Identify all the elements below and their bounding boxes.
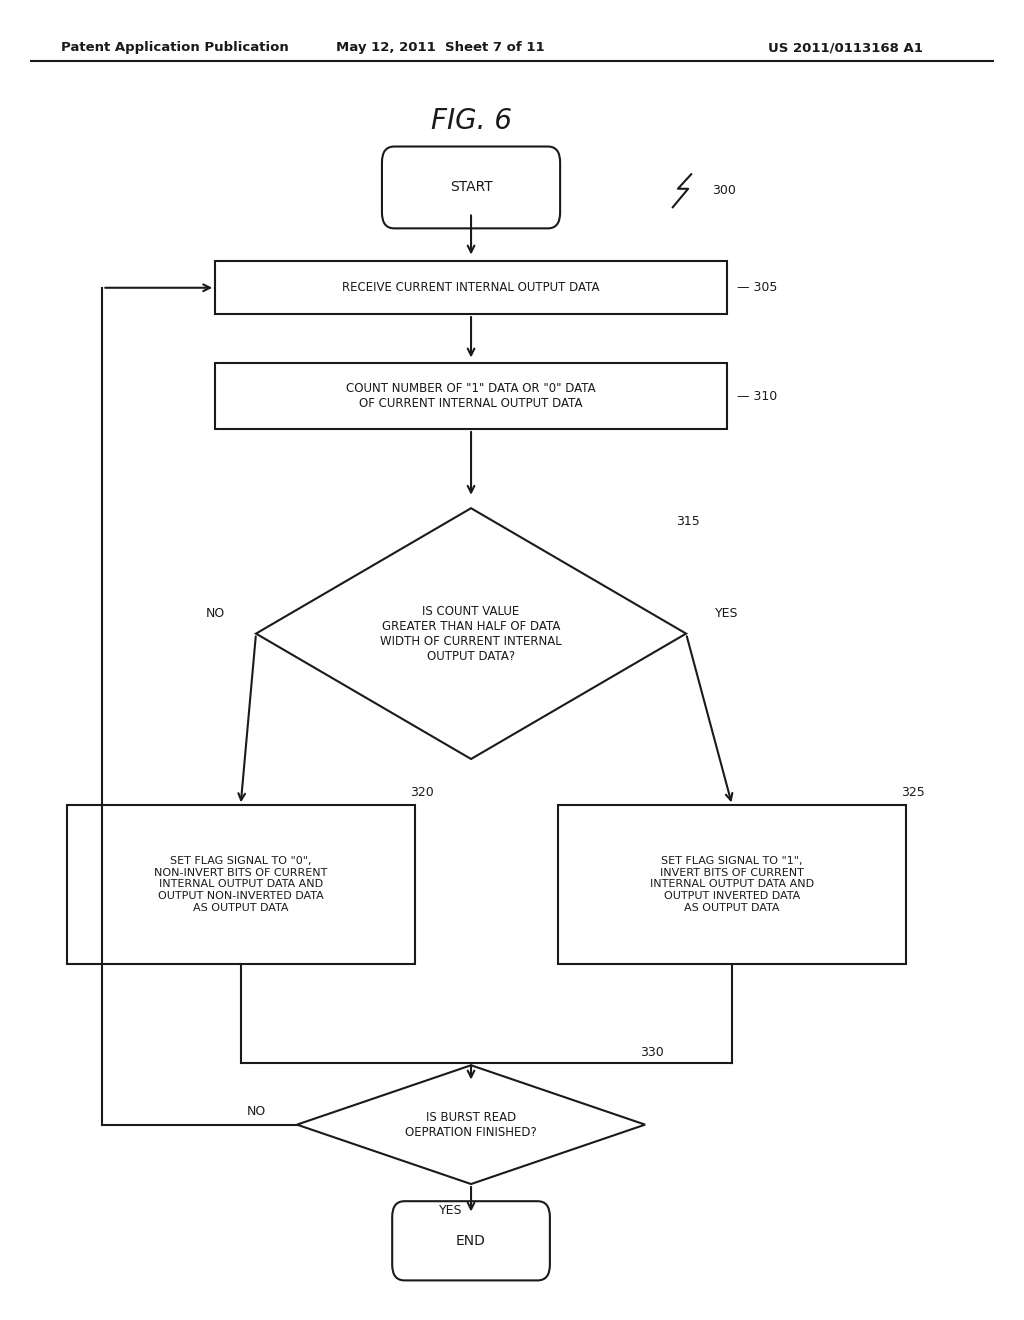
Text: US 2011/0113168 A1: US 2011/0113168 A1 — [768, 41, 923, 54]
Bar — [215, 261, 727, 314]
Text: 330: 330 — [640, 1045, 664, 1059]
Text: — 305: — 305 — [737, 281, 777, 294]
Text: 325: 325 — [901, 785, 925, 799]
Text: COUNT NUMBER OF "1" DATA OR "0" DATA
OF CURRENT INTERNAL OUTPUT DATA: COUNT NUMBER OF "1" DATA OR "0" DATA OF … — [346, 381, 596, 411]
Bar — [215, 363, 727, 429]
Text: YES: YES — [439, 1204, 462, 1217]
Text: NO: NO — [247, 1105, 265, 1118]
Text: START: START — [450, 181, 493, 194]
Bar — [67, 805, 415, 964]
Text: — 310: — 310 — [737, 389, 777, 403]
Text: 320: 320 — [410, 785, 433, 799]
Polygon shape — [297, 1065, 645, 1184]
Text: Patent Application Publication: Patent Application Publication — [61, 41, 289, 54]
Text: 300: 300 — [712, 183, 735, 197]
Bar — [558, 805, 906, 964]
Text: FIG. 6: FIG. 6 — [430, 107, 512, 136]
Text: NO: NO — [206, 607, 224, 620]
Text: IS COUNT VALUE
GREATER THAN HALF OF DATA
WIDTH OF CURRENT INTERNAL
OUTPUT DATA?: IS COUNT VALUE GREATER THAN HALF OF DATA… — [380, 605, 562, 663]
Text: SET FLAG SIGNAL TO "1",
INVERT BITS OF CURRENT
INTERNAL OUTPUT DATA AND
OUTPUT I: SET FLAG SIGNAL TO "1", INVERT BITS OF C… — [650, 857, 814, 912]
Text: May 12, 2011  Sheet 7 of 11: May 12, 2011 Sheet 7 of 11 — [336, 41, 545, 54]
Text: END: END — [456, 1234, 486, 1247]
Text: SET FLAG SIGNAL TO "0",
NON-INVERT BITS OF CURRENT
INTERNAL OUTPUT DATA AND
OUTP: SET FLAG SIGNAL TO "0", NON-INVERT BITS … — [154, 857, 328, 912]
Polygon shape — [256, 508, 686, 759]
Text: 315: 315 — [676, 515, 699, 528]
Text: RECEIVE CURRENT INTERNAL OUTPUT DATA: RECEIVE CURRENT INTERNAL OUTPUT DATA — [342, 281, 600, 294]
Text: IS BURST READ
OEPRATION FINISHED?: IS BURST READ OEPRATION FINISHED? — [406, 1110, 537, 1139]
FancyBboxPatch shape — [392, 1201, 550, 1280]
Text: YES: YES — [716, 607, 738, 620]
FancyBboxPatch shape — [382, 147, 560, 228]
